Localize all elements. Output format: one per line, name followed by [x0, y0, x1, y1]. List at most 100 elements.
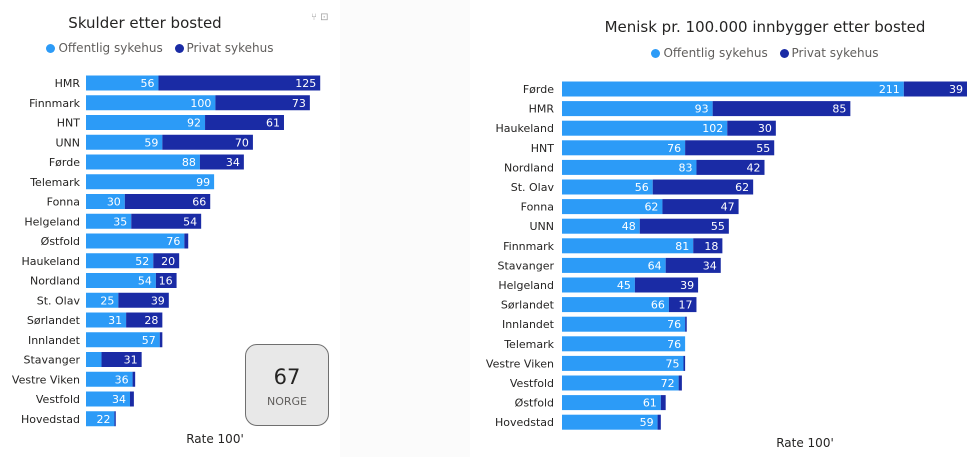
data-label-private: 47 [721, 201, 735, 214]
bar-private[interactable] [665, 257, 721, 273]
bar-public[interactable] [562, 218, 640, 234]
bar-public[interactable] [86, 352, 102, 367]
bar-public[interactable] [86, 134, 163, 150]
bar-public[interactable] [562, 316, 686, 332]
bar-private[interactable] [696, 159, 765, 175]
category-label: Nordland [30, 275, 80, 288]
bar-public[interactable] [86, 95, 216, 111]
bar-public[interactable] [562, 395, 661, 411]
bar-public[interactable] [562, 179, 653, 195]
bar-public[interactable] [86, 154, 200, 170]
bar-public[interactable] [86, 174, 215, 190]
bar-public[interactable] [86, 332, 160, 348]
data-label-private: 125 [295, 77, 316, 90]
bar-private[interactable] [634, 277, 699, 293]
bar-public[interactable] [562, 238, 694, 254]
data-label-private: 17 [678, 299, 692, 312]
bar-private[interactable] [903, 81, 967, 97]
legend-item-private[interactable]: Privat sykehus [174, 41, 274, 55]
data-label-public: 52 [135, 255, 149, 268]
bar-private[interactable] [712, 101, 851, 117]
bar-public[interactable] [562, 257, 666, 273]
bar-private[interactable] [660, 395, 666, 411]
bar-private[interactable] [668, 297, 697, 313]
bar-public[interactable] [562, 375, 679, 391]
bar-public[interactable] [86, 411, 115, 427]
bar-private[interactable] [101, 352, 142, 367]
data-label-private: 42 [747, 161, 761, 174]
bar-private[interactable] [184, 233, 189, 249]
data-label-public: 59 [640, 416, 654, 429]
legend-item-public[interactable]: Offentlig sykehus [46, 41, 163, 55]
bar-private[interactable] [685, 316, 687, 332]
bar-public[interactable] [86, 312, 127, 328]
bar-public[interactable] [86, 115, 206, 130]
category-label: Haukeland [496, 122, 554, 135]
bar-public[interactable] [562, 414, 658, 430]
bar-private[interactable] [215, 95, 310, 111]
bar-public[interactable] [86, 371, 133, 387]
bar-private[interactable] [685, 140, 775, 156]
data-label-private: 18 [704, 240, 718, 253]
bar-public[interactable] [86, 253, 154, 269]
data-label-public: 76 [667, 338, 681, 351]
bar-public[interactable] [562, 199, 663, 215]
legend-item-public[interactable]: Offentlig sykehus [651, 46, 768, 60]
bar-private[interactable] [727, 120, 776, 136]
bar-public[interactable] [86, 273, 156, 288]
bar-private[interactable] [159, 332, 163, 348]
chart-legend: Offentlig sykehus Privat sykehus [40, 41, 280, 55]
category-label: Fonna [47, 196, 80, 209]
bar-private[interactable] [678, 375, 682, 391]
category-label: HMR [55, 77, 81, 90]
bar-public[interactable] [562, 277, 635, 293]
bar-private[interactable] [114, 411, 116, 427]
bar-public[interactable] [562, 336, 686, 352]
bar-public[interactable] [562, 81, 904, 97]
bar-public[interactable] [86, 292, 119, 308]
legend-item-private[interactable]: Privat sykehus [779, 46, 879, 60]
data-label-public: 76 [166, 235, 180, 248]
category-label: Førde [523, 83, 554, 96]
category-label: HNT [57, 117, 81, 130]
bar-private[interactable] [199, 154, 244, 170]
data-label-public: 66 [651, 299, 665, 312]
bar-public[interactable] [86, 75, 159, 91]
bar-public[interactable] [86, 391, 130, 407]
bar-private[interactable] [129, 391, 134, 407]
bar-public[interactable] [562, 140, 686, 156]
bar-public[interactable] [562, 101, 713, 117]
category-label: Innlandet [28, 334, 81, 347]
bar-private[interactable] [118, 292, 169, 308]
bar-public[interactable] [86, 194, 125, 209]
bar-private[interactable] [662, 199, 739, 215]
category-label: Helgeland [24, 215, 80, 228]
bar-private[interactable] [639, 218, 729, 234]
bar-private[interactable] [162, 134, 253, 150]
data-label-public: 76 [667, 318, 681, 331]
bar-private[interactable] [158, 75, 321, 91]
category-label: UNN [55, 136, 80, 149]
bar-private[interactable] [126, 312, 163, 328]
bar-private[interactable] [131, 213, 202, 229]
bar-public[interactable] [86, 233, 185, 249]
data-label-public: 22 [96, 413, 110, 426]
data-label-public: 76 [667, 142, 681, 155]
bar-private[interactable] [205, 115, 284, 130]
bar-public[interactable] [562, 355, 684, 371]
bar-private[interactable] [683, 355, 686, 371]
bar-private[interactable] [693, 238, 723, 254]
bar-private[interactable] [652, 179, 754, 195]
bar-public[interactable] [86, 213, 132, 229]
bar-private[interactable] [657, 414, 661, 430]
bar-private[interactable] [132, 371, 136, 387]
data-label-public: 211 [879, 83, 900, 96]
bar-public[interactable] [562, 120, 728, 136]
bar-private[interactable] [124, 194, 211, 209]
bar-private[interactable] [153, 253, 180, 269]
data-label-public: 81 [675, 240, 689, 253]
filter-focus-icons[interactable]: ⑂ ⊡ [311, 12, 329, 23]
bar-public[interactable] [562, 159, 697, 175]
bar-public[interactable] [562, 297, 669, 313]
bar-private[interactable] [155, 273, 177, 288]
